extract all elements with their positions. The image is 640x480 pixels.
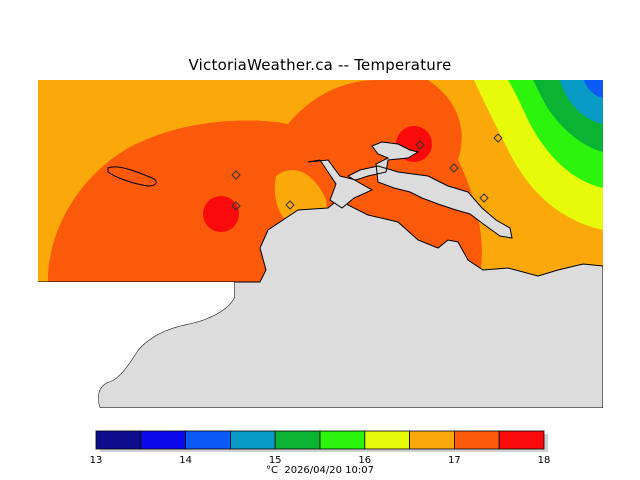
temp-zone-14 — [584, 80, 603, 98]
legend-band-0 — [95, 430, 142, 450]
station-markers — [231, 133, 503, 211]
legend-tick-2: 15 — [268, 455, 282, 466]
legend-band-6 — [364, 430, 410, 450]
legend-tick-3: 16 — [358, 455, 372, 466]
map-svg — [38, 80, 603, 408]
legend-band-8 — [453, 430, 500, 450]
chart-title: VictoriaWeather.ca -- Temperature — [188, 56, 452, 74]
legend-band-3 — [229, 430, 276, 450]
station-east-3-marker[interactable] — [479, 193, 489, 203]
legend-tick-5: 18 — [537, 455, 551, 466]
station-west-hot-marker[interactable] — [231, 201, 241, 211]
legend-tick-0: 13 — [89, 455, 103, 466]
legend-band-9 — [498, 430, 545, 450]
color-legend — [95, 430, 552, 453]
land-peninsula — [307, 141, 513, 239]
temp-zone-17-west — [47, 125, 308, 282]
legend-band-2 — [185, 430, 231, 450]
island-west — [107, 166, 157, 187]
no-data-area — [38, 282, 234, 408]
legend-band-7 — [409, 430, 455, 450]
legend-band-1 — [140, 430, 186, 450]
station-east-2-marker[interactable] — [493, 133, 503, 143]
temperature-map — [38, 80, 603, 408]
station-east-1-marker[interactable] — [449, 163, 459, 173]
legend-band-5 — [319, 430, 366, 450]
legend-band-4 — [274, 430, 321, 450]
station-west-marker[interactable] — [231, 170, 241, 180]
station-north-hot-marker[interactable] — [415, 140, 425, 150]
hotspot-west — [203, 196, 239, 232]
unit-label: °C — [266, 465, 278, 476]
legend-tick-1: 14 — [179, 455, 192, 466]
legend-tick-4: 17 — [448, 455, 461, 466]
timestamp: 2026/04/20 10:07 — [284, 465, 374, 476]
color-legend-svg — [95, 430, 548, 452]
map-caption: °C 2026/04/20 10:07 — [0, 465, 640, 476]
station-central-marker[interactable] — [285, 200, 295, 210]
